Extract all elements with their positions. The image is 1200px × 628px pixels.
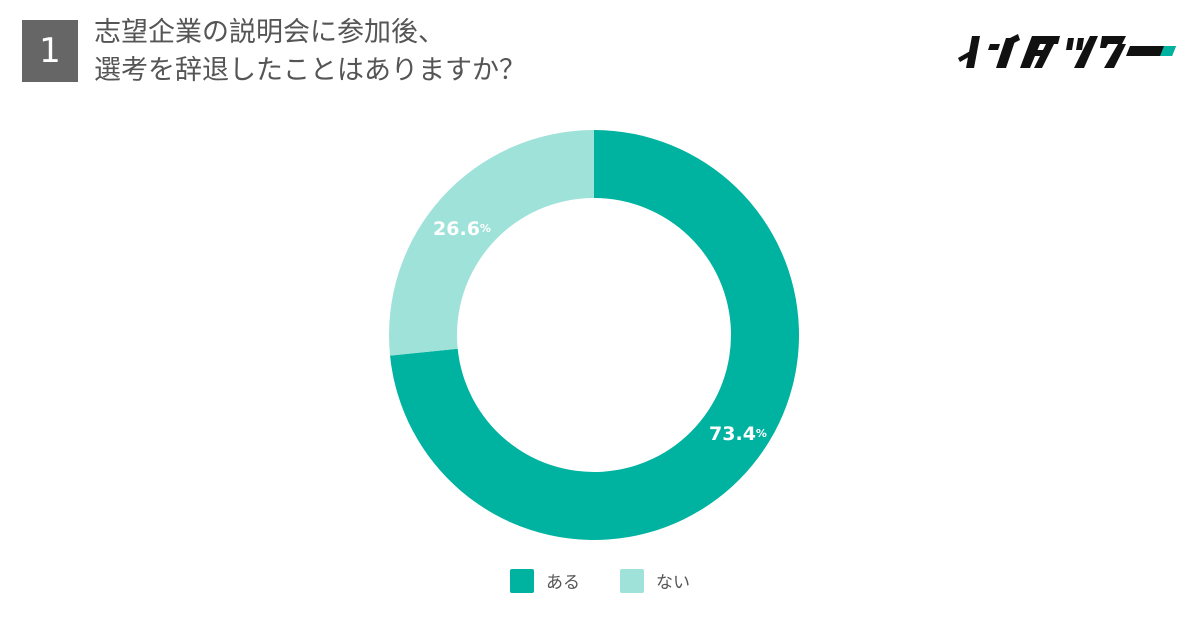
question-number-badge: 1 xyxy=(22,20,78,82)
question-title-line-2: 選考を辞退したことはありますか？ xyxy=(94,55,526,86)
legend-swatch-aru xyxy=(510,568,534,593)
intatour-logo-mark xyxy=(958,34,1176,68)
legend-label-nai: ない xyxy=(656,573,690,593)
chart-legend: ある ない xyxy=(0,568,1200,593)
donut-slice-nai xyxy=(389,130,594,356)
legend-item-nai: ない xyxy=(620,568,690,593)
question-title-line-1: 志望企業の説明会に参加後、 xyxy=(94,17,445,48)
donut-slice-aru xyxy=(390,130,799,540)
intatour-logo xyxy=(950,20,1180,76)
question-title: 志望企業の説明会に参加後、 選考を辞退したことはありますか？ xyxy=(94,14,526,90)
legend-item-aru: ある xyxy=(510,568,580,593)
legend-swatch-nai xyxy=(620,568,644,593)
slice-label-nai: 26.6% xyxy=(433,218,491,240)
slice-label-aru: 73.4% xyxy=(709,423,767,445)
legend-label-aru: ある xyxy=(546,573,580,593)
